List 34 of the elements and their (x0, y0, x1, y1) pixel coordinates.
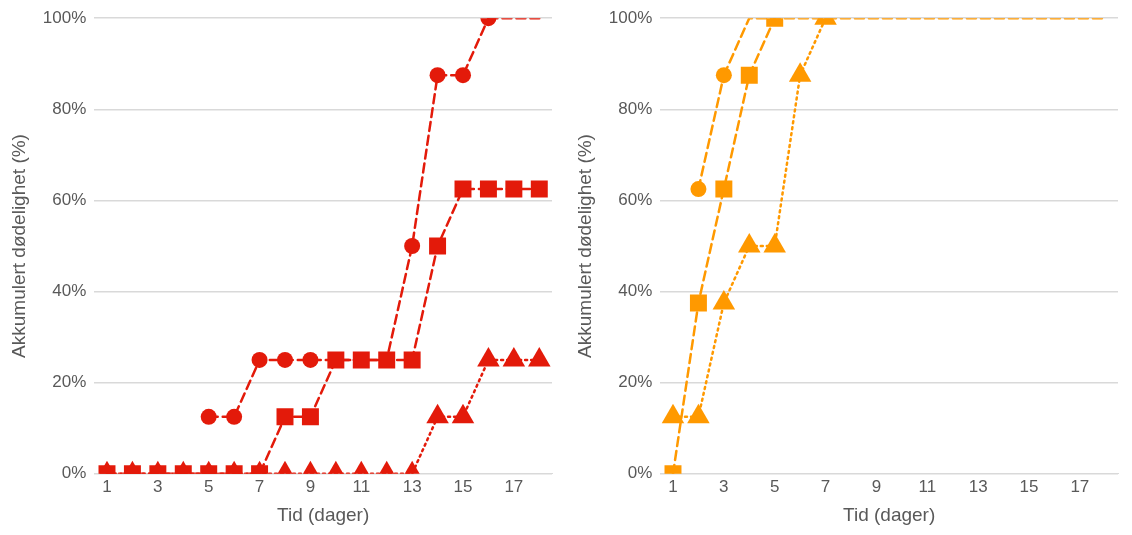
y-tick-label: 40% (52, 281, 87, 301)
y-tick-label: 60% (618, 190, 653, 210)
y-tick-label: 0% (627, 463, 653, 483)
y-axis-title: Akkumulert dødelighet (%) (7, 134, 29, 358)
y-tick-label: 100% (42, 7, 87, 27)
x-tick-label: 7 (254, 476, 265, 496)
y-tick-label: 100% (608, 7, 653, 27)
x-tick-label: 11 (918, 476, 937, 496)
x-tick-label: 9 (871, 476, 882, 496)
x-tick-label: 15 (1019, 476, 1039, 496)
x-tick-label: 1 (102, 476, 112, 496)
y-tick-label: 60% (52, 190, 87, 210)
y-tick-label: 80% (52, 99, 87, 119)
y-tick-label: 40% (618, 281, 653, 301)
x-tick-label: 3 (719, 476, 729, 496)
x-tick-label: 5 (203, 476, 214, 496)
x-tick-label: 13 (402, 476, 422, 496)
x-tick-label: 13 (968, 476, 988, 496)
x-tick-label: 1 (668, 476, 678, 496)
x-tick-label: 17 (1070, 476, 1090, 496)
y-tick-label: 20% (52, 372, 87, 392)
x-tick-label: 9 (305, 476, 316, 496)
x-axis-title: Tid (dager) (843, 503, 936, 525)
x-tick-label: 15 (453, 476, 473, 496)
y-tick-label: 80% (618, 99, 653, 119)
y-tick-label: 20% (618, 372, 653, 392)
y-axis-title: Akkumulert dødelighet (%) (573, 134, 595, 358)
x-tick-label: 5 (769, 476, 780, 496)
x-tick-label: 11 (352, 476, 371, 496)
x-tick-label: 7 (820, 476, 831, 496)
x-tick-label: 17 (504, 476, 524, 496)
y-tick-label: 0% (61, 463, 87, 483)
x-tick-label: 3 (153, 476, 163, 496)
x-axis-title: Tid (dager) (277, 503, 370, 525)
